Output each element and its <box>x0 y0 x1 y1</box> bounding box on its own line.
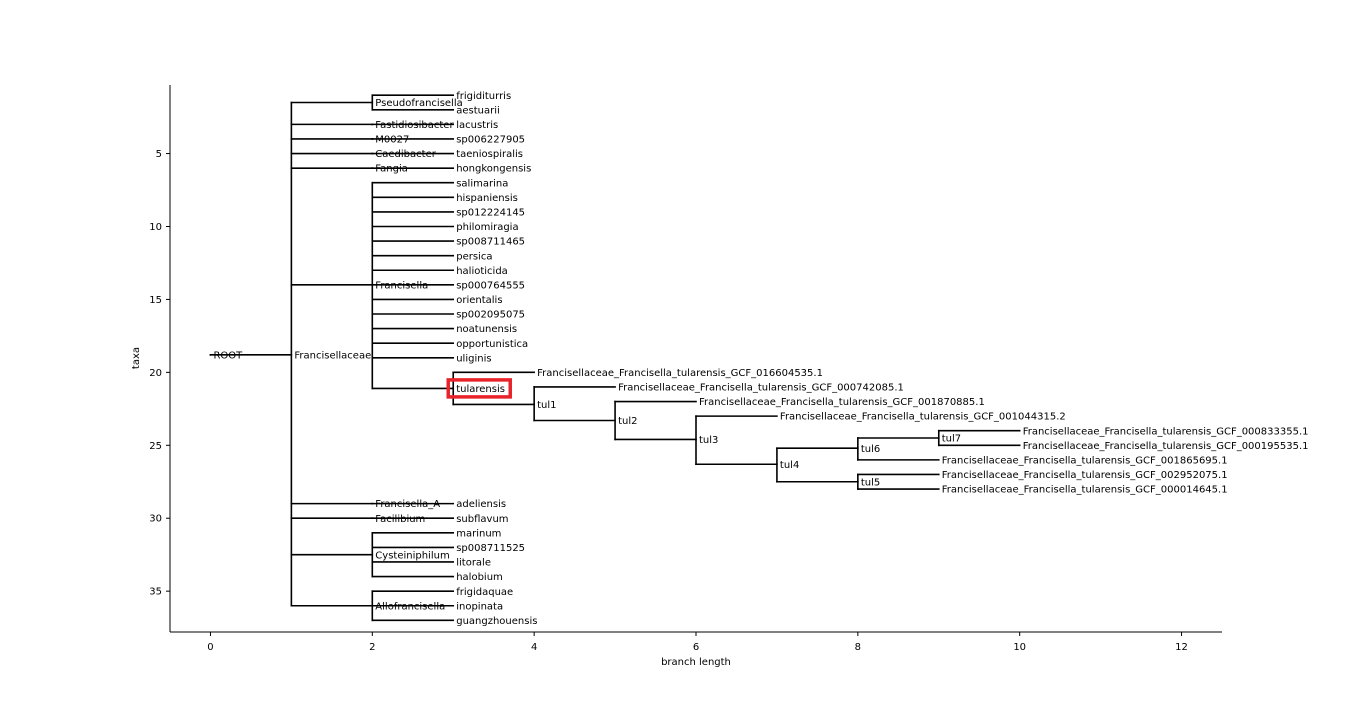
node-label-tul6: tul6 <box>861 444 880 455</box>
node-label-salimarina: salimarina <box>456 178 508 189</box>
tree-edges <box>209 94 1021 622</box>
node-label-marinum: marinum <box>456 528 501 539</box>
y-tick-label: 20 <box>149 368 162 379</box>
node-label-noatunensis: noatunensis <box>456 324 517 335</box>
node-label-tul4: tul4 <box>780 460 799 471</box>
node-label-fangia: Fangia <box>375 164 408 175</box>
node-label-sp008711525: sp008711525 <box>456 543 525 554</box>
node-label-sp006227905: sp006227905 <box>456 135 525 146</box>
node-label-allofrancisella: Allofrancisella <box>375 601 445 612</box>
node-label-frigidaquae: frigidaquae <box>456 587 513 598</box>
node-label-sp012224145: sp012224145 <box>456 208 525 219</box>
node-label-caedibacter: Caedibacter <box>375 149 436 160</box>
node-label-taeniospiralis: taeniospiralis <box>456 149 523 160</box>
node-label-tul2: tul2 <box>618 416 637 427</box>
x-tick-label: 4 <box>531 642 537 653</box>
node-label-francisella_a: Francisella_A <box>375 499 440 510</box>
node-label-persica: persica <box>456 251 492 262</box>
node-label-g000742085: Francisellaceae_Francisella_tularensis_G… <box>618 383 904 394</box>
node-label-tularensis: tularensis <box>456 384 505 395</box>
node-label-g000833355: Francisellaceae_Francisella_tularensis_G… <box>1023 426 1309 437</box>
y-tick-label: 10 <box>149 222 162 233</box>
y-tick-label: 15 <box>149 295 162 306</box>
node-label-uliginis: uliginis <box>456 353 491 364</box>
node-label-g001870885: Francisellaceae_Francisella_tularensis_G… <box>699 397 985 408</box>
y-axis-label: taxa <box>131 347 142 369</box>
node-label-tul1: tul1 <box>537 400 556 411</box>
node-label-opportunistica: opportunistica <box>456 339 528 350</box>
node-label-tul7: tul7 <box>942 434 961 445</box>
node-label-litorale: litorale <box>456 558 491 569</box>
node-label-g001044315: Francisellaceae_Francisella_tularensis_G… <box>780 412 1066 423</box>
node-label-cysteiniphilum: Cysteiniphilum <box>375 550 449 561</box>
node-label-sp000764555: sp000764555 <box>456 280 525 291</box>
x-axis-label: branch length <box>661 657 731 668</box>
y-tick-label: 25 <box>149 441 162 452</box>
y-tick-label: 35 <box>149 587 162 598</box>
x-tick-label: 6 <box>693 642 699 653</box>
node-label-inopinata: inopinata <box>456 601 503 612</box>
node-label-root: ROOT <box>213 350 243 361</box>
node-label-halobium: halobium <box>456 572 503 583</box>
y-tick-label: 5 <box>156 149 162 160</box>
node-label-hongkongensis: hongkongensis <box>456 164 531 175</box>
node-label-g001865695: Francisellaceae_Francisella_tularensis_G… <box>942 455 1228 466</box>
node-label-tul3: tul3 <box>699 435 718 446</box>
node-label-pseudofrancisella: Pseudofrancisella <box>375 98 462 109</box>
node-label-sp008711465: sp008711465 <box>456 237 525 248</box>
node-label-philomiragia: philomiragia <box>456 222 518 233</box>
node-label-fastidiosibacter: Fastidiosibacter <box>375 120 454 131</box>
node-label-halioticida: halioticida <box>456 266 508 277</box>
node-label-g000014645: Francisellaceae_Francisella_tularensis_G… <box>942 485 1228 496</box>
node-label-lacustris: lacustris <box>456 120 498 131</box>
node-label-g002952075: Francisellaceae_Francisella_tularensis_G… <box>942 470 1228 481</box>
node-label-adeliensis: adeliensis <box>456 499 506 510</box>
axes: 0 2 4 6 8 10 12 5 10 15 20 25 30 35 <box>149 85 1222 653</box>
node-label-aestuarii: aestuarii <box>456 105 500 116</box>
node-label-g000195535: Francisellaceae_Francisella_tularensis_G… <box>1023 441 1309 452</box>
node-label-hispaniensis: hispaniensis <box>456 193 518 204</box>
node-label-tul5: tul5 <box>861 477 880 488</box>
node-label-m0027: M0027 <box>375 135 409 146</box>
x-tick-label: 0 <box>207 642 213 653</box>
x-tick-label: 10 <box>1013 642 1026 653</box>
highlight-box <box>446 378 512 399</box>
node-label-subflavum: subflavum <box>456 514 508 525</box>
node-label-g016604535: Francisellaceae_Francisella_tularensis_G… <box>537 368 823 379</box>
node-labels: ROOT Francisellaceae Pseudofrancisella Fast… <box>213 91 1308 627</box>
x-tick-label: 2 <box>369 642 375 653</box>
node-label-frigiditurris: frigiditurris <box>456 91 511 102</box>
node-label-facilibium: Facilibium <box>375 514 425 525</box>
node-label-sp002095075: sp002095075 <box>456 310 525 321</box>
node-label-francisellaceae: Francisellaceae <box>294 350 371 361</box>
x-tick-label: 8 <box>855 642 861 653</box>
node-label-orientalis: orientalis <box>456 295 502 306</box>
node-label-francisella: Francisella <box>375 280 428 291</box>
node-label-guangzhouensis: guangzhouensis <box>456 616 537 627</box>
x-tick-label: 12 <box>1175 642 1188 653</box>
y-tick-label: 30 <box>149 514 162 525</box>
